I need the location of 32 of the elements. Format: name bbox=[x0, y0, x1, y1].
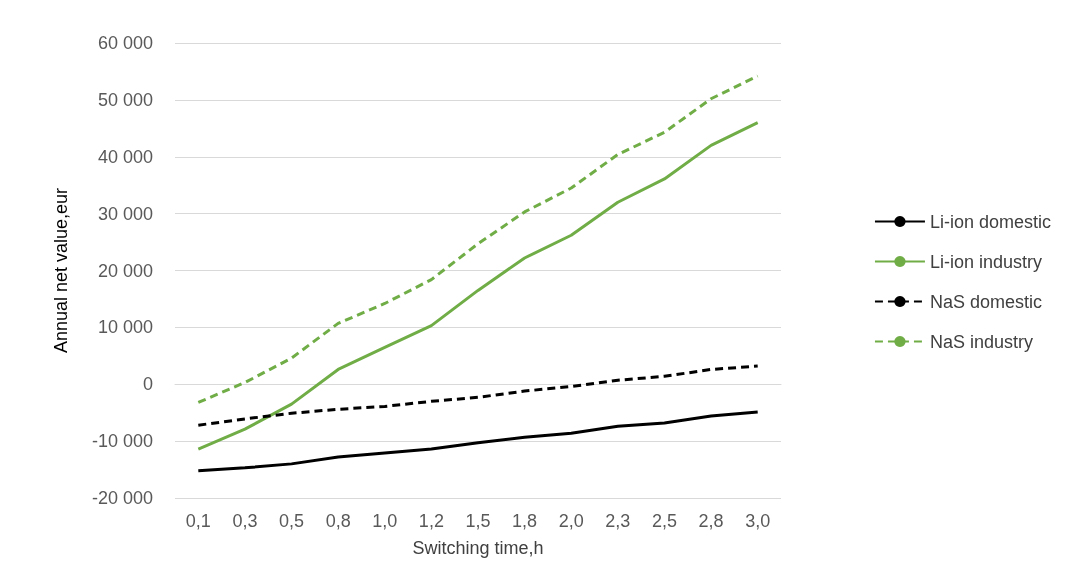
x-tick-label: 1,2 bbox=[418, 511, 444, 531]
legend-label: NaS industry bbox=[929, 331, 1033, 352]
line-series bbox=[196, 74, 760, 404]
y-tick-label: -10 000 bbox=[91, 431, 153, 452]
y-tick-label: 30 000 bbox=[97, 203, 153, 224]
legend-label: NaS domestic bbox=[929, 291, 1042, 312]
legend-label: Li-ion domestic bbox=[929, 211, 1052, 232]
x-tick-label: 1,8 bbox=[512, 511, 538, 531]
y-tick-label: 0 bbox=[142, 374, 153, 395]
x-tick-label: 2,5 bbox=[651, 511, 677, 531]
line-series bbox=[196, 364, 760, 427]
legend-label: Li-ion industry bbox=[929, 251, 1043, 272]
x-tick-label: 2,3 bbox=[605, 511, 631, 531]
x-tick-label: 0,1 bbox=[185, 511, 211, 531]
x-tick-label: 1,5 bbox=[465, 511, 491, 531]
x-tick-label: 1,0 bbox=[372, 511, 398, 531]
y-tick-label: -20 000 bbox=[91, 488, 153, 508]
x-tick-label: 0,5 bbox=[279, 511, 305, 531]
y-tick-label: 10 000 bbox=[97, 317, 153, 338]
x-tick-label: 0,8 bbox=[325, 511, 351, 531]
y-axis-title: Annual net value,eur bbox=[51, 187, 71, 354]
y-tick-label: 60 000 bbox=[97, 33, 153, 53]
x-tick-label: 3,0 bbox=[745, 511, 771, 531]
y-tick-label: 40 000 bbox=[97, 146, 153, 167]
x-tick-label: 0,3 bbox=[232, 511, 258, 531]
x-tick-label: 2,0 bbox=[558, 511, 584, 531]
y-tick-label: 50 000 bbox=[97, 89, 153, 110]
line-series bbox=[196, 410, 760, 473]
y-tick-label: 20 000 bbox=[97, 260, 153, 281]
x-axis-title: Switching time,h bbox=[412, 538, 544, 558]
line-series bbox=[196, 121, 760, 451]
x-tick-label: 2,8 bbox=[698, 511, 724, 531]
